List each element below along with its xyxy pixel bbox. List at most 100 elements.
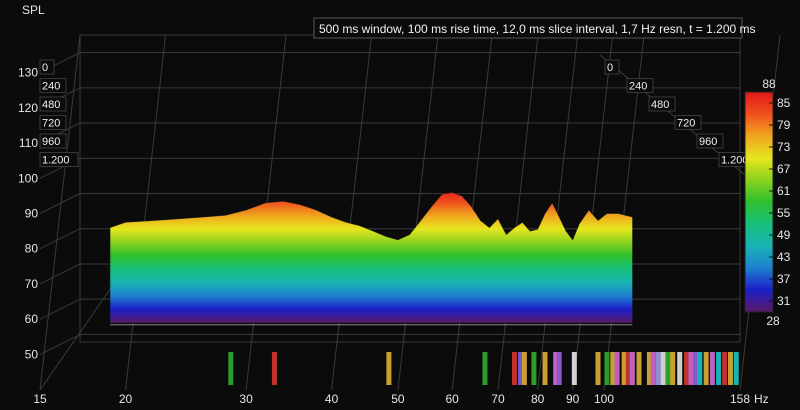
colorbar-tick-label: 37: [777, 272, 791, 286]
resonance-bar: [542, 352, 548, 385]
time-label-box-left: [39, 96, 67, 112]
resonance-bar: [655, 352, 661, 385]
resonance-bars: [228, 352, 739, 385]
time-label-left: 480: [42, 99, 60, 111]
resonance-bar: [482, 352, 488, 385]
resonance-bar: [650, 352, 656, 385]
x-tick-label: 40: [325, 392, 339, 406]
x-tick-label: 30: [239, 392, 253, 406]
x-axis-unit: Hz: [754, 392, 769, 406]
resonance-bar: [733, 352, 739, 385]
time-label-box-right: [696, 133, 724, 149]
resonance-bar: [271, 352, 277, 385]
y-tick-label: 90: [25, 207, 39, 221]
colorbar-tick-label: 49: [777, 228, 791, 242]
resonance-bar: [636, 352, 642, 385]
resonance-bar: [688, 352, 694, 385]
time-label-box-right: [674, 115, 702, 130]
resonance-bar: [716, 352, 722, 385]
resonance-bar: [727, 352, 733, 385]
grid-line-x: [537, 34, 579, 391]
resonance-bar: [722, 352, 728, 385]
resonance-bar: [621, 352, 627, 385]
resonance-bar: [697, 352, 703, 385]
grid-line-y: [39, 228, 81, 250]
resonance-bar: [531, 352, 537, 385]
colorbar-gradient: [744, 91, 774, 313]
grid-line-x: [497, 34, 539, 391]
surface-fill: [110, 192, 633, 323]
resonance-bar: [517, 352, 523, 385]
slice-line: [110, 192, 633, 241]
x-tick-label: 50: [391, 392, 405, 406]
resonance-bar: [625, 352, 631, 385]
time-label-box-left: [39, 59, 55, 75]
y-tick-label: 110: [19, 136, 38, 150]
x-tick-label: 20: [119, 392, 133, 406]
time-label-left: 960: [42, 136, 60, 148]
grid-line-y: [39, 263, 81, 285]
time-label-right: 720: [677, 118, 695, 130]
resonance-bar: [660, 352, 666, 385]
resonance-bar: [553, 352, 559, 385]
time-label-right: 480: [651, 99, 669, 111]
resonance-bar: [670, 352, 676, 385]
colorbar-tick-label: 67: [777, 162, 791, 176]
time-labels: 0 0 240 240 480 480 720 720 960 960 1.200 1.200: [39, 59, 758, 167]
time-label-left: 720: [42, 118, 60, 130]
resonance-bar: [709, 352, 715, 385]
y-tick-label: 130: [18, 66, 38, 80]
grid-line-x: [39, 34, 81, 391]
resonance-bar: [703, 352, 709, 385]
colorbar-tick-label: 31: [777, 294, 791, 308]
x-tick-label: 60: [445, 392, 459, 406]
grid-line-y: [39, 333, 81, 355]
x-tick-label: 90: [566, 392, 580, 406]
y-axis-label: SPL: [22, 3, 45, 17]
time-label-right: 1.200: [721, 155, 749, 167]
resonance-bar: [228, 352, 234, 385]
colorbar-tick-label: 79: [777, 118, 791, 132]
resonance-bar: [677, 352, 683, 385]
grid-line-x: [603, 34, 645, 391]
time-label-box-left: [39, 133, 67, 149]
resonance-bar: [511, 352, 517, 385]
resonance-bar: [692, 352, 698, 385]
colorbar-tick-label: 61: [777, 184, 791, 198]
x-tick-label: 100: [594, 392, 614, 406]
time-label-box-right: [604, 59, 620, 75]
colorbar-tick-label: 43: [777, 250, 791, 264]
y-tick-label: 100: [18, 171, 38, 185]
time-label-right: 960: [699, 136, 717, 148]
resonance-bar: [604, 352, 610, 385]
resonance-bar: [610, 352, 616, 385]
resonance-bar: [556, 352, 562, 385]
colorbar-tick-label: 85: [777, 96, 791, 110]
time-label-box-left: [39, 78, 67, 93]
waterfall-surface: [110, 192, 633, 326]
time-label-box-left: [39, 115, 67, 130]
time-label-right: 240: [629, 81, 647, 93]
floor-edge: [39, 274, 121, 391]
grid-line-x: [331, 34, 373, 391]
info-box: [313, 17, 743, 39]
colorbar-tick-label: 28: [766, 314, 780, 328]
time-label-left: 240: [42, 81, 60, 93]
y-tick-label: 50: [25, 347, 39, 361]
x-tick-label: 15: [33, 392, 47, 406]
grid-line-x: [397, 34, 439, 391]
grid-lines: [39, 34, 781, 391]
grid-line-x: [572, 34, 614, 391]
grid-line-y: [39, 193, 81, 214]
y-tick-label: 120: [18, 101, 38, 115]
resonance-bar: [521, 352, 527, 385]
resonance-bar: [571, 352, 577, 385]
resonance-bar: [386, 352, 392, 385]
resonance-bar: [614, 352, 620, 385]
info-text: 500 ms window, 100 ms rise time, 12,0 ms…: [319, 22, 756, 36]
colorbar-tick-label: 88: [762, 77, 776, 91]
colorbar-tick-label: 55: [777, 206, 791, 220]
resonance-bar: [646, 352, 652, 385]
